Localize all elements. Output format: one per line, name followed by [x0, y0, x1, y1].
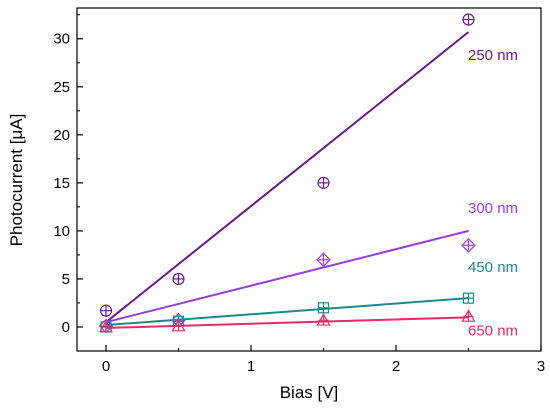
data-point: [316, 313, 331, 326]
series-label-250-nm: 250 nm: [468, 47, 518, 64]
y-tick-label: 20: [53, 127, 70, 144]
y-tick-label: 10: [53, 223, 70, 240]
data-point: [99, 304, 113, 317]
data-point: [462, 292, 475, 304]
x-tick-label: 2: [392, 358, 400, 375]
data-markers: [98, 13, 476, 334]
x-axis-title: Bias [V]: [280, 383, 339, 402]
data-point: [317, 302, 330, 314]
series-labels: 250 nm 300 nm 450 nm 650 nm: [468, 47, 518, 339]
data-point: [171, 318, 186, 332]
y-tick-label: 25: [53, 79, 70, 96]
data-point: [172, 272, 185, 286]
fit-line-300-nm: [105, 229, 469, 324]
fit-line-450-nm: [105, 297, 469, 327]
y-tick-label: 5: [62, 271, 70, 288]
fit-line-250-nm: [105, 31, 470, 323]
series-label-450-nm: 450 nm: [468, 259, 518, 276]
x-axis-ticks: 0 1 2 3: [102, 345, 545, 375]
y-axis-ticks: 0 5 10 15 20 25 30: [53, 14, 83, 336]
y-tick-label: 15: [53, 175, 70, 192]
data-point: [461, 237, 476, 253]
x-tick-label: 1: [247, 358, 255, 375]
y-tick-label: 0: [62, 319, 70, 336]
x-tick-label: 0: [102, 358, 110, 375]
data-point: [316, 252, 331, 268]
data-point: [317, 176, 330, 189]
plot-frame: [76, 7, 542, 352]
data-point: [462, 13, 475, 26]
y-axis-title: Photocurrent [μA]: [7, 114, 26, 247]
x-tick-label: 3: [537, 358, 545, 375]
series-label-300-nm: 300 nm: [468, 200, 518, 217]
data-point: [98, 319, 114, 333]
y-tick-label: 30: [53, 31, 70, 48]
series-label-650-nm: 650 nm: [468, 322, 518, 339]
fit-lines: [105, 31, 470, 329]
fit-line-650-nm: [105, 316, 469, 329]
data-point: [461, 309, 476, 322]
